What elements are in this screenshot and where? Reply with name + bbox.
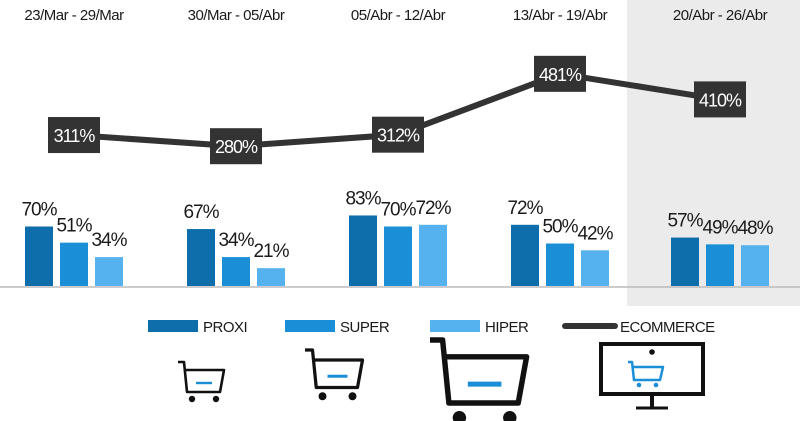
bar-hiper-3 (419, 224, 447, 286)
cart-body (430, 337, 530, 406)
week-label-2: 30/Mar - 05/Abr (188, 7, 285, 24)
legend-label-ecommerce: ECOMMERCE (620, 319, 715, 336)
ecommerce-marker-4 (534, 55, 586, 92)
bar-super-2 (222, 257, 250, 286)
legend-icons (178, 337, 705, 421)
bar-proxi-1 (25, 226, 53, 286)
legend-label-proxi: PROXI (203, 319, 247, 336)
bar-label-proxi-2: 67% (183, 202, 219, 223)
week-label-3: 05/Abr - 12/Abr (351, 7, 446, 24)
monitor-cart-icon (599, 342, 705, 410)
monitor-cart-wheel (653, 382, 659, 388)
bar-label-proxi-4: 72% (507, 198, 543, 219)
bar-labels: 70%51%34%67%34%21%83%70% 72% 72%50% 42%57% 4… (21, 188, 774, 262)
bar-label-super-3: 70% (380, 200, 416, 221)
ecommerce-line: 311% 280% 312% 481% 410% (48, 55, 746, 165)
cart-body (178, 360, 226, 394)
bar-hiper-1 (95, 257, 123, 286)
bars (25, 215, 769, 286)
ecommerce-marker-5 (694, 81, 746, 118)
bar-label-hiper-4: 42% (577, 223, 613, 244)
cart-wheel (503, 410, 517, 421)
cart-large-icon (430, 337, 530, 421)
ecommerce-label-4: 481% (539, 65, 582, 85)
ecommerce-label-2: 280% (215, 137, 258, 157)
monitor-camera (649, 349, 655, 355)
week-label-4: 13/Abr - 19/Abr (513, 7, 608, 24)
bar-label-hiper-3: 72% (415, 198, 451, 219)
bar-label-super-1: 51% (56, 216, 92, 237)
ecommerce-label-3: 312% (377, 126, 420, 146)
bar-label-proxi-1: 70% (21, 200, 57, 221)
ecommerce-marker-2 (210, 128, 262, 165)
legend-label-hiper: HIPER (485, 319, 529, 336)
week-labels: 23/Mar - 29/Mar 30/Mar - 05/Abr 05/Abr - 1… (24, 7, 768, 24)
bar-label-hiper-1: 34% (91, 230, 127, 251)
bar-super-4 (546, 243, 574, 286)
cart-body (305, 348, 365, 390)
ecommerce-label-1: 311% (54, 126, 96, 146)
week-label-1: 23/Mar - 29/Mar (24, 7, 124, 24)
bar-label-super-5: 49% (702, 217, 738, 238)
bar-label-super-4: 50% (542, 217, 578, 238)
cart-wheel (452, 410, 467, 421)
cart-wheel (318, 392, 327, 401)
cart-wheel (348, 392, 357, 401)
bar-super-5 (706, 244, 734, 286)
bar-hiper-5 (741, 245, 769, 286)
bar-proxi-2 (187, 229, 215, 286)
bar-super-1 (60, 242, 88, 286)
legend: PROXI SUPER HIPER ECOMMERCE (148, 319, 716, 336)
legend-swatch-proxi (148, 320, 198, 332)
bar-label-hiper-2: 21% (253, 241, 289, 262)
legend-swatch-hiper (430, 320, 480, 332)
monitor-cart-body (628, 360, 665, 382)
bar-hiper-2 (257, 268, 285, 286)
legend-label-super: SUPER (340, 319, 390, 336)
cart-medium-icon (305, 348, 365, 401)
week-label-5: 20/Abr - 26/Abr (673, 7, 768, 24)
ecommerce-marker-3 (372, 116, 424, 153)
ecommerce-marker-1 (48, 117, 100, 154)
bar-label-super-2: 34% (218, 230, 254, 251)
bar-label-hiper-5: 48% (737, 218, 773, 239)
bar-proxi-5 (671, 237, 699, 286)
monitor-cart-wheel (636, 382, 642, 388)
bar-proxi-3 (349, 215, 377, 286)
cart-wheel (212, 395, 220, 403)
cart-small-icon (178, 360, 226, 403)
bar-proxi-4 (511, 224, 539, 286)
bar-hiper-4 (581, 250, 609, 286)
legend-swatch-super (285, 320, 335, 332)
bar-label-proxi-3: 83% (345, 188, 381, 209)
ecommerce-label-5: 410% (699, 90, 742, 110)
bar-label-proxi-5: 57% (667, 211, 703, 232)
cart-wheel (188, 395, 196, 403)
bar-super-3 (384, 226, 412, 286)
